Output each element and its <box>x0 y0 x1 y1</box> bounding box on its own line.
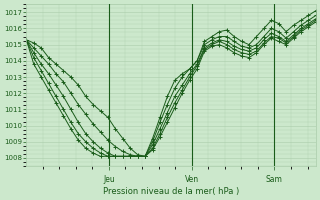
X-axis label: Pression niveau de la mer( hPa ): Pression niveau de la mer( hPa ) <box>103 187 239 196</box>
